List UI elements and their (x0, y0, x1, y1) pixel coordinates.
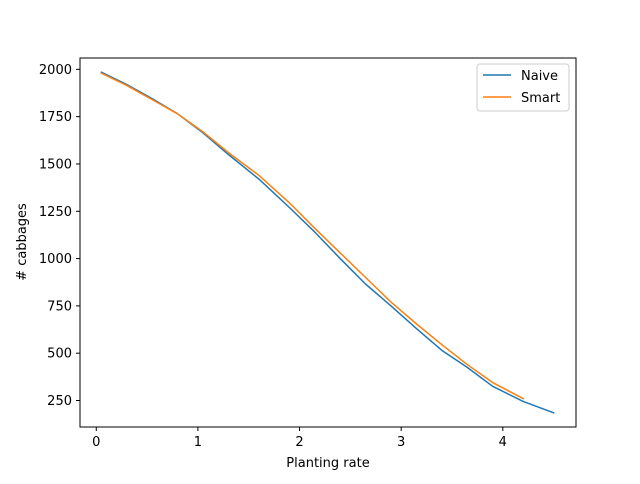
legend-naive-label: Naive (521, 69, 558, 84)
x-tick-label: 1 (194, 435, 202, 450)
y-tick-label: 1500 (39, 157, 72, 172)
legend-smart-label: Smart (521, 91, 560, 106)
x-tick-label: 2 (295, 435, 303, 450)
y-tick-label: 750 (47, 299, 72, 314)
x-tick-label: 3 (397, 435, 405, 450)
series-line-smart (100, 72, 525, 400)
y-axis-ticks: 250 500 750 1000 1250 1500 1750 2000 (39, 63, 80, 409)
x-tick-label: 0 (92, 435, 100, 450)
plot-lines (100, 71, 555, 414)
y-tick-label: 2000 (39, 63, 72, 78)
x-axis-label: Planting rate (286, 456, 369, 471)
y-tick-label: 500 (47, 347, 72, 362)
y-tick-label: 1750 (39, 110, 72, 125)
y-tick-label: 1000 (39, 252, 72, 267)
y-tick-label: 250 (47, 394, 72, 409)
y-axis-label: # cabbages (15, 203, 30, 281)
plot-frame (79, 57, 577, 428)
x-tick-label: 4 (499, 435, 507, 450)
legend: Naive Smart (476, 63, 570, 112)
x-axis-ticks: 0 1 2 3 4 (92, 427, 507, 450)
y-tick-label: 1250 (39, 205, 72, 220)
